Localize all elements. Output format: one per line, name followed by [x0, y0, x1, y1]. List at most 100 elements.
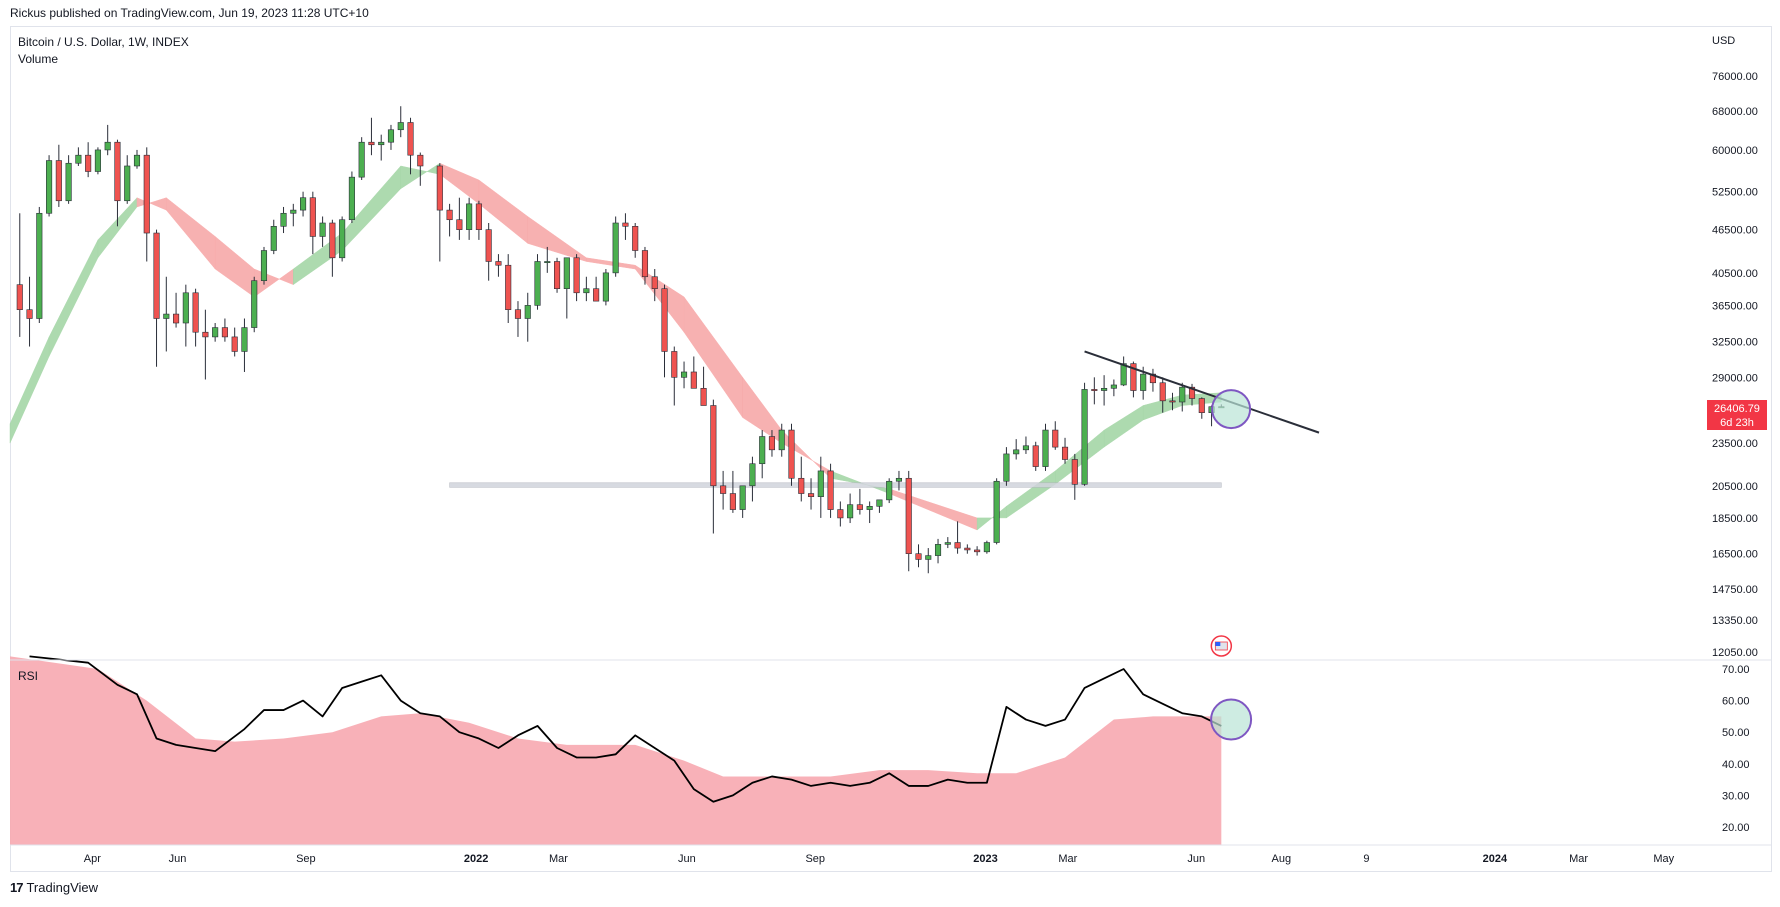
candle-body	[710, 405, 717, 487]
candle-body	[65, 162, 72, 202]
candle-body	[26, 309, 33, 319]
ribbon-segment	[976, 505, 1007, 531]
rsi-tick-label: 40.00	[1722, 759, 1750, 771]
candle-body	[46, 160, 53, 214]
candle-body	[690, 371, 697, 389]
candle-body	[847, 504, 854, 519]
candle-body	[182, 292, 189, 324]
candle-body	[895, 477, 903, 482]
candle-body	[622, 222, 629, 227]
candle-body	[1130, 363, 1137, 391]
ribbon-segment	[136, 197, 167, 211]
candle-body	[632, 226, 639, 251]
rsi-tick-label: 70.00	[1722, 664, 1750, 676]
candle-body	[749, 463, 756, 487]
price-tick-label: 23500.00	[1712, 438, 1758, 450]
candle-body	[524, 305, 531, 319]
flag-icon-canton	[1215, 642, 1221, 646]
candle-body	[75, 154, 82, 164]
candle-body	[94, 149, 101, 172]
ribbon-segment	[586, 257, 636, 270]
candle-body	[1003, 453, 1010, 482]
candle-body	[104, 141, 111, 151]
candle-body	[514, 309, 522, 319]
candle-body	[407, 122, 414, 156]
candle-body	[114, 141, 121, 202]
brand-name: TradingView	[26, 880, 99, 895]
trendline	[1084, 350, 1320, 434]
currency-label: USD	[1712, 35, 1736, 47]
price-tick-label: 52500.00	[1712, 187, 1758, 199]
candle-body	[739, 485, 746, 510]
tradingview-logo-icon: 17	[10, 880, 24, 895]
candle-body	[1032, 445, 1039, 467]
ribbon-segment	[48, 239, 99, 357]
candle-body	[934, 544, 942, 556]
candle-body	[348, 176, 355, 221]
candle-body	[827, 470, 834, 510]
candle-body	[397, 122, 404, 131]
time-tick-label: Mar	[1569, 853, 1588, 865]
price-tick-label: 60000.00	[1712, 145, 1758, 157]
candle-body	[554, 261, 561, 290]
symbol-legend[interactable]: Bitcoin / U.S. Dollar, 1W, INDEX	[18, 35, 189, 49]
candle-body	[837, 509, 844, 519]
candle-body	[680, 371, 688, 378]
candle-body	[593, 288, 600, 302]
price-tick-label: 16500.00	[1712, 549, 1758, 561]
time-tick-label: May	[1653, 853, 1674, 865]
candle-body	[974, 549, 981, 553]
candle-body	[671, 351, 678, 378]
candle-body	[1071, 459, 1078, 485]
candle-body	[339, 219, 346, 259]
time-tick-label: Aug	[1272, 853, 1292, 865]
current-price-badge: 26406.79 6d 23h	[1707, 400, 1767, 430]
rsi-tick-label: 20.00	[1722, 822, 1750, 834]
rsi-ma-area	[10, 656, 1222, 845]
chart-frame	[10, 26, 1772, 872]
candle-body	[602, 272, 609, 302]
time-tick-label: 2022	[464, 853, 488, 865]
candle-body	[153, 232, 160, 319]
price-tick-label: 36500.00	[1712, 300, 1758, 312]
candle-body	[1052, 429, 1059, 448]
candle-body	[212, 327, 219, 338]
ribbon-segment	[9, 336, 50, 444]
volume-legend[interactable]: Volume	[18, 52, 59, 66]
candle-body	[944, 542, 951, 545]
candle-body	[612, 222, 619, 274]
rsi-legend[interactable]: RSI	[18, 669, 39, 683]
candle-body	[534, 261, 541, 306]
candle-body	[163, 313, 170, 319]
candle-body	[583, 288, 590, 294]
time-tick-label: 2024	[1483, 853, 1508, 865]
candle-body	[221, 327, 228, 338]
candle-body	[700, 387, 707, 406]
support-zone	[449, 482, 1222, 488]
candle-body	[368, 141, 375, 146]
candle-body	[1169, 400, 1176, 403]
candle-body	[807, 493, 815, 497]
footer-brand[interactable]: 17 TradingView	[10, 880, 98, 895]
rsi-line	[29, 655, 1222, 803]
candle-body	[651, 276, 658, 290]
candle-body	[544, 261, 551, 263]
ribbon-segment	[527, 216, 587, 262]
flag-icon-group	[1210, 635, 1233, 657]
candle-body	[319, 222, 326, 237]
candle-body	[1188, 386, 1196, 399]
candle-body	[768, 436, 776, 451]
ribbon-segment	[1103, 405, 1144, 448]
candle-body	[173, 313, 180, 324]
candle-body	[1091, 389, 1098, 391]
ribbon-segment	[214, 235, 255, 298]
time-tick-label: Sep	[296, 853, 316, 865]
candle-body	[495, 261, 502, 266]
candle-body	[993, 480, 1000, 543]
candle-body	[1110, 384, 1117, 389]
price-tick-label: 76000.00	[1712, 71, 1758, 83]
candle-body	[475, 203, 482, 230]
time-tick-label: 9	[1363, 853, 1369, 865]
candle-body	[202, 331, 209, 338]
